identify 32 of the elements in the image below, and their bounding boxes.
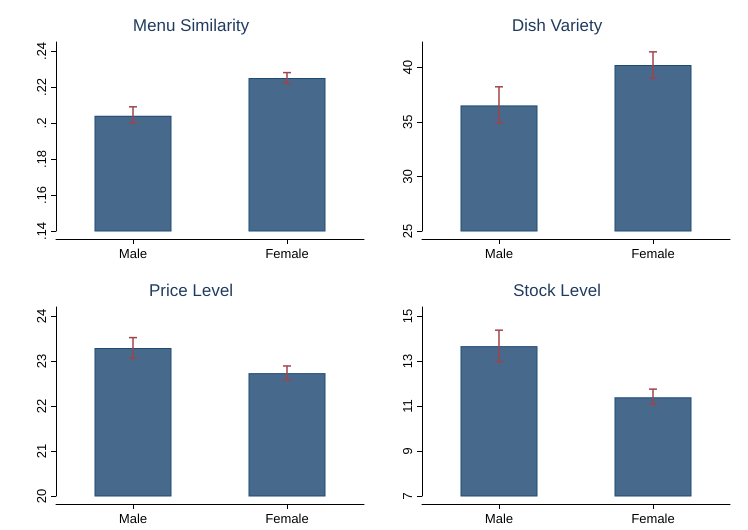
y-tick-label: 21 bbox=[34, 444, 49, 458]
y-tick-label: 24 bbox=[34, 308, 49, 324]
y-tick-label: 7 bbox=[400, 492, 415, 500]
y-tick-label: 25 bbox=[400, 224, 415, 238]
x-tick-label: Female bbox=[631, 246, 675, 261]
y-tick-label: 35 bbox=[400, 114, 415, 129]
y-tick-label: 30 bbox=[400, 169, 415, 184]
y-tick-label: 22 bbox=[34, 398, 49, 414]
x-tick-label: Male bbox=[484, 511, 514, 526]
x-tick-label: Male bbox=[118, 246, 148, 261]
y-tick-label: 20 bbox=[34, 488, 49, 504]
y-tick-label: .22 bbox=[34, 78, 49, 96]
y-tick-label: 9 bbox=[400, 447, 415, 455]
y-tick-label: .16 bbox=[34, 186, 49, 204]
y-tick-label: .24 bbox=[34, 42, 49, 60]
y-tick-label: .14 bbox=[34, 222, 49, 240]
chart-title: Price Level bbox=[148, 281, 234, 300]
x-tick-label: Female bbox=[265, 246, 309, 261]
y-tick-label: 15 bbox=[400, 308, 415, 324]
x-tick-label: Female bbox=[631, 511, 675, 526]
y-tick-label: 11 bbox=[400, 399, 415, 413]
y-tick-label: 23 bbox=[34, 354, 49, 368]
x-tick-label: Male bbox=[118, 511, 148, 526]
x-tick-label: Female bbox=[265, 511, 309, 526]
y-tick-label: .2 bbox=[34, 118, 49, 128]
y-tick-label: .18 bbox=[34, 150, 49, 168]
chart-title: Dish Variety bbox=[512, 16, 603, 35]
x-tick-label: Male bbox=[484, 246, 514, 261]
y-tick-label: 13 bbox=[400, 354, 415, 368]
chart-title: Menu Similarity bbox=[132, 16, 250, 35]
y-tick-label: 40 bbox=[400, 60, 415, 74]
chart-title: Stock Level bbox=[513, 281, 601, 300]
